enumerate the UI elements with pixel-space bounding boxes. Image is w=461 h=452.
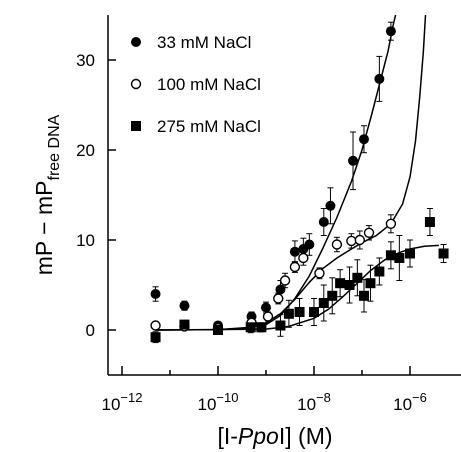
x-tick-label: 10−12 <box>102 390 143 414</box>
data-point-series-2 <box>273 293 284 304</box>
data-point-series-3 <box>344 280 355 290</box>
data-point-series-3 <box>309 307 319 317</box>
data-point-series-1 <box>150 289 161 299</box>
data-point-series-1 <box>261 302 271 313</box>
y-tick-label: 20 <box>76 141 95 160</box>
data-point-series-3 <box>424 217 435 227</box>
data-point-series-2 <box>314 268 325 279</box>
data-point-series-3 <box>335 278 346 289</box>
y-ticks: 0 10 20 30 <box>76 51 116 340</box>
data-point-series-3 <box>256 322 267 333</box>
data-point-series-1 <box>275 284 286 295</box>
data-point-series-2 <box>298 252 309 264</box>
data-point-series-1 <box>289 246 300 257</box>
data-point-series-2 <box>331 239 343 250</box>
data-point-series-3 <box>352 272 363 283</box>
data-point-series-3 <box>150 332 161 343</box>
y-axis-label-main: mP − mP <box>31 181 57 276</box>
data-point-series-3 <box>283 308 294 319</box>
y-axis-label: mP − mPfree DNA <box>31 114 63 275</box>
data-point-series-3 <box>275 320 286 331</box>
x-axis-label-suffix: I] (M) <box>279 423 333 449</box>
y-axis-label-subscript: free DNA <box>46 114 63 180</box>
y-tick-label: 30 <box>76 51 95 70</box>
data-point-series-2 <box>346 235 357 247</box>
data-point-series-2 <box>363 227 375 239</box>
x-tick-label: 10−6 <box>393 390 427 414</box>
data-point-series-1 <box>325 200 336 211</box>
data-point-series-1 <box>385 26 396 37</box>
x-axis-label: [I-PpoI] (M) <box>217 423 332 449</box>
data-point-series-1 <box>318 217 329 227</box>
data-point-series-2 <box>385 218 397 230</box>
data-point-series-3 <box>245 322 256 333</box>
data-point-series-3 <box>374 266 385 277</box>
data-point-series-1 <box>179 300 190 311</box>
data-point-series-2 <box>354 234 366 246</box>
data-point-series-1 <box>348 155 359 166</box>
data-point-series-2 <box>262 311 274 322</box>
fit-curves <box>155 14 439 331</box>
data-point-series-3 <box>318 298 329 308</box>
data-point-series-1 <box>374 73 385 84</box>
data-point-series-3 <box>438 248 449 259</box>
x-tick-label: 10−10 <box>198 390 239 414</box>
data-point-series-3 <box>405 248 415 259</box>
data-point-series-3 <box>365 278 376 289</box>
legend-marker-3 <box>131 121 141 131</box>
y-tick-label: 10 <box>76 231 95 250</box>
legend: 33 mM NaCl 100 mM NaCl 275 mM NaCl <box>130 33 261 136</box>
data-point-series-3 <box>394 253 405 263</box>
data-points <box>150 26 449 343</box>
data-point-series-1 <box>358 134 369 145</box>
legend-label-3: 275 mM NaCl <box>157 117 261 136</box>
plot-frame <box>107 15 461 376</box>
x-axis-label-italic: Ppo <box>238 423 279 449</box>
data-point-series-3 <box>213 325 223 335</box>
legend-label-1: 33 mM NaCl <box>157 33 251 52</box>
y-tick-label: 0 <box>86 321 95 340</box>
data-point-series-3 <box>358 290 369 301</box>
legend-marker-1 <box>131 37 141 47</box>
data-point-series-1 <box>304 239 315 250</box>
x-tick-label: 10−8 <box>297 390 331 414</box>
data-point-series-3 <box>294 307 305 317</box>
data-point-series-3 <box>327 290 338 301</box>
data-point-series-3 <box>179 319 190 330</box>
data-point-series-3 <box>385 250 396 261</box>
x-ticks: 10−12 10−10 10−8 10−6 <box>102 366 427 414</box>
legend-label-2: 100 mM NaCl <box>157 75 261 94</box>
legend-marker-2 <box>130 78 142 90</box>
x-axis-label-prefix: [I- <box>217 423 237 449</box>
data-point-series-2 <box>279 275 291 286</box>
data-point-series-2 <box>289 261 301 273</box>
data-point-series-2 <box>150 320 161 331</box>
